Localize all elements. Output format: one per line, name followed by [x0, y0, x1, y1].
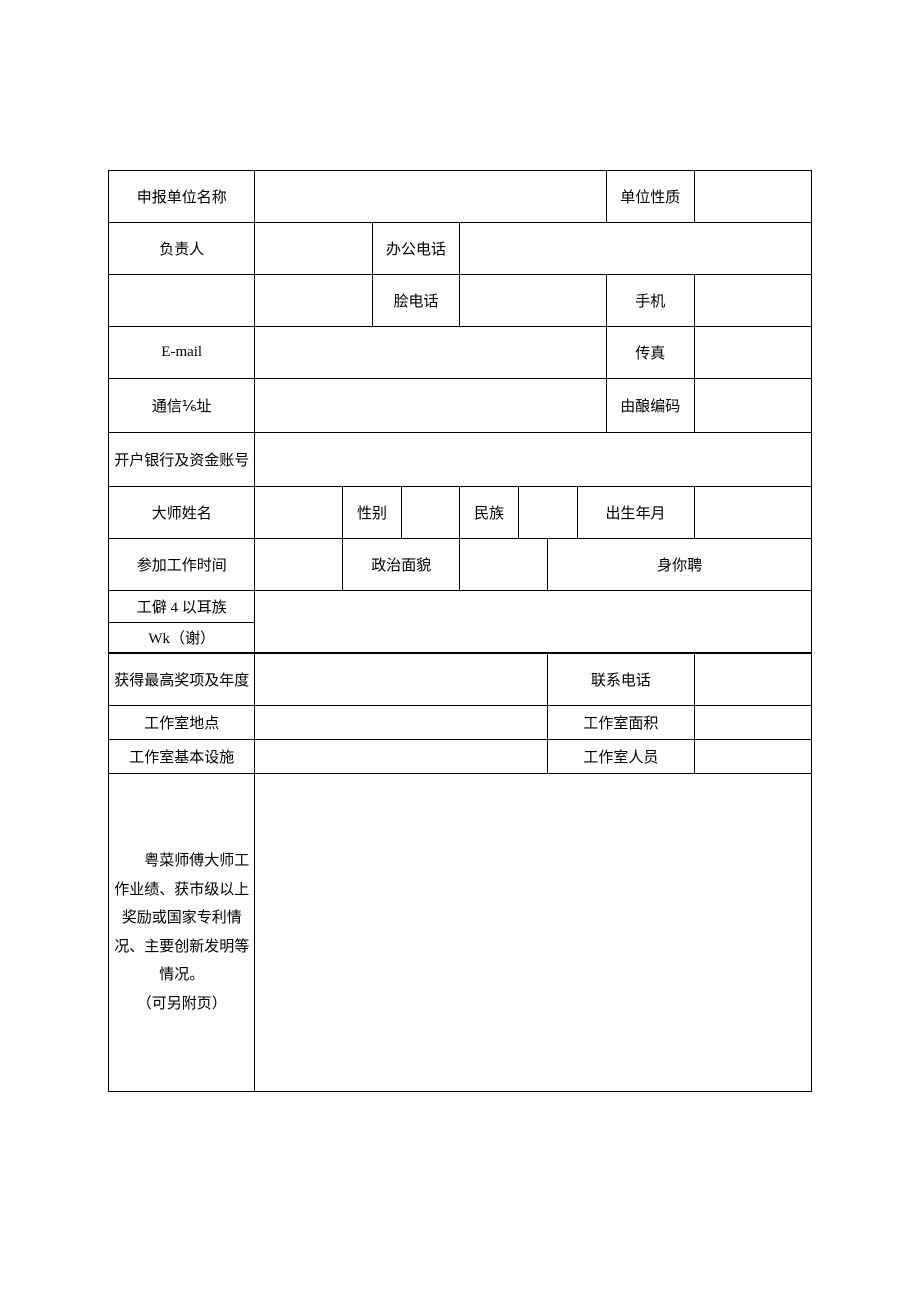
achievements-text-p2: （可另附页） — [111, 990, 252, 1019]
label-birth-date: 出生年月 — [577, 487, 694, 539]
table-row: 工僻 4 以耳族 — [109, 591, 812, 623]
table-row: 申报单位名称 单位性质 — [109, 171, 812, 223]
value-unit-type — [694, 171, 811, 223]
value-office-phone — [460, 223, 812, 275]
value-bank-account — [255, 433, 812, 487]
label-mobile: 手机 — [606, 275, 694, 327]
label-work-start: 参加工作时间 — [109, 539, 255, 591]
value-studio-location — [255, 706, 548, 740]
value-ethnicity — [518, 487, 577, 539]
value-address — [255, 379, 606, 433]
label-unit-type: 单位性质 — [606, 171, 694, 223]
label-highest-award: 获得最高奖项及年度 — [109, 654, 255, 706]
label-ethnicity: 民族 — [460, 487, 519, 539]
value-mobile — [694, 275, 811, 327]
value-studio-area — [694, 706, 811, 740]
label-achievements: 粤菜师傅大师工作业绩、获市级以上奖励或国家专利情况、主要创新发明等情况。 （可另… — [109, 774, 255, 1092]
label-bank-account: 开户银行及资金账号 — [109, 433, 255, 487]
label-responsible-person: 负责人 — [109, 223, 255, 275]
label-office-phone: 办公电话 — [372, 223, 460, 275]
table-row: 工作室基本设施 工作室人员 — [109, 740, 812, 774]
value-postcode — [694, 379, 811, 433]
achievements-text-p1: 粤菜师傅大师工作业绩、获市级以上奖励或国家专利情况、主要创新发明等情况。 — [111, 847, 252, 990]
label-master-name: 大师姓名 — [109, 487, 255, 539]
label-contact-phone: 联系电话 — [548, 654, 694, 706]
label-id-number: 身你聘 — [548, 539, 812, 591]
label-political: 政治面貌 — [343, 539, 460, 591]
table-row: 负责人 办公电话 — [109, 223, 812, 275]
value-fax — [694, 327, 811, 379]
label-unit-name: 申报单位名称 — [109, 171, 255, 223]
table-row: 参加工作时间 政治面貌 身你聘 — [109, 539, 812, 591]
label-address: 通信⅙址 — [109, 379, 255, 433]
label-studio-area: 工作室面积 — [548, 706, 694, 740]
value-birth-date — [694, 487, 811, 539]
value-responsible-person — [255, 223, 372, 275]
table-row: E-mail 传真 — [109, 327, 812, 379]
value-other-phone-prefix — [255, 275, 372, 327]
value-work-start — [255, 539, 343, 591]
table-row: 粤菜师傅大师工作业绩、获市级以上奖励或国家专利情况、主要创新发明等情况。 （可另… — [109, 774, 812, 1092]
table-row: 大师姓名 性别 民族 出生年月 — [109, 487, 812, 539]
value-political — [460, 539, 548, 591]
value-other-phone — [460, 275, 606, 327]
label-studio-location: 工作室地点 — [109, 706, 255, 740]
label-work-unit-line2: Wk（谢） — [109, 623, 255, 653]
table-row: 通信⅙址 由酿编码 — [109, 379, 812, 433]
label-studio-facilities: 工作室基本设施 — [109, 740, 255, 774]
label-other-phone: 脍电话 — [372, 275, 460, 327]
value-achievements — [255, 774, 812, 1092]
label-postcode: 由酿编码 — [606, 379, 694, 433]
value-unit-name — [255, 171, 606, 223]
value-gender — [401, 487, 460, 539]
table-row: 获得最高奖项及年度 联系电话 — [109, 654, 812, 706]
label-work-unit-line1: 工僻 4 以耳族 — [109, 591, 255, 623]
label-gender: 性别 — [343, 487, 402, 539]
value-studio-facilities — [255, 740, 548, 774]
table-row: 开户银行及资金账号 — [109, 433, 812, 487]
value-contact-phone — [694, 654, 811, 706]
value-highest-award — [255, 654, 548, 706]
table-row: 工作室地点 工作室面积 — [109, 706, 812, 740]
table-row: 脍电话 手机 — [109, 275, 812, 327]
label-studio-staff: 工作室人员 — [548, 740, 694, 774]
value-master-name — [255, 487, 343, 539]
label-email: E-mail — [109, 327, 255, 379]
value-work-unit — [255, 591, 812, 653]
value-studio-staff — [694, 740, 811, 774]
application-form-table: 申报单位名称 单位性质 负责人 办公电话 脍电话 手机 E-mail 传真 通信… — [108, 170, 812, 1092]
value-email — [255, 327, 606, 379]
label-fax: 传真 — [606, 327, 694, 379]
empty-cell — [109, 275, 255, 327]
